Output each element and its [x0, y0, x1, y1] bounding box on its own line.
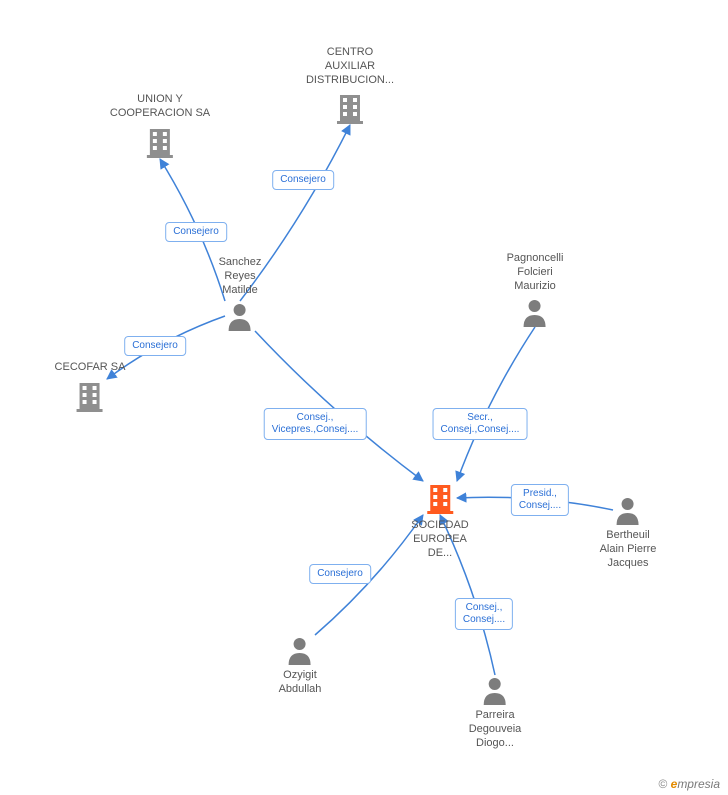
edge-line — [457, 327, 535, 481]
person-icon — [507, 297, 564, 327]
node-pagnoncelli: Pagnoncelli Folcieri Maurizio — [507, 252, 564, 327]
node-centro: CENTRO AUXILIAR DISTRIBUCION... — [306, 46, 394, 125]
building-icon — [110, 125, 210, 159]
edge-label: Consejero — [309, 564, 371, 584]
person-icon — [600, 495, 657, 525]
node-sanchez: Sanchez Reyes Matilde — [219, 256, 262, 331]
edge-label: Consej., Vicepres.,Consej.... — [264, 408, 367, 440]
person-icon — [279, 635, 322, 665]
edge-label: Presid., Consej.... — [511, 484, 569, 516]
node-label: Parreira Degouveia Diogo... — [469, 709, 522, 750]
edge-line — [255, 331, 423, 481]
copyright-symbol: © — [658, 777, 667, 791]
copyright: © empresia — [658, 777, 720, 791]
edge-label: Consejero — [165, 222, 227, 242]
node-label: Sanchez Reyes Matilde — [219, 256, 262, 297]
node-label: CENTRO AUXILIAR DISTRIBUCION... — [306, 46, 394, 87]
building-icon — [55, 379, 126, 413]
node-bertheuil: Bertheuil Alain Pierre Jacques — [600, 495, 657, 570]
node-union: UNION Y COOPERACION SA — [110, 93, 210, 159]
node-parreira: Parreira Degouveia Diogo... — [469, 675, 522, 750]
edge-label: Secr., Consej.,Consej.... — [433, 408, 528, 440]
node-label: CECOFAR SA — [55, 361, 126, 375]
node-sociedad: SOCIEDAD EUROPEA DE... — [411, 481, 468, 560]
edge-label: Consejero — [272, 170, 334, 190]
building-icon — [306, 91, 394, 125]
edge-label: Consej., Consej.... — [455, 598, 513, 630]
node-label: SOCIEDAD EUROPEA DE... — [411, 519, 468, 560]
building-icon — [411, 481, 468, 515]
edge-label: Consejero — [124, 336, 186, 356]
node-ozyigit: Ozyigit Abdullah — [279, 635, 322, 697]
node-label: Bertheuil Alain Pierre Jacques — [600, 529, 657, 570]
person-icon — [219, 301, 262, 331]
node-label: Ozyigit Abdullah — [279, 669, 322, 697]
node-label: UNION Y COOPERACION SA — [110, 93, 210, 121]
brand-rest: mpresia — [677, 777, 720, 791]
node-cecofar: CECOFAR SA — [55, 361, 126, 413]
node-label: Pagnoncelli Folcieri Maurizio — [507, 252, 564, 293]
person-icon — [469, 675, 522, 705]
